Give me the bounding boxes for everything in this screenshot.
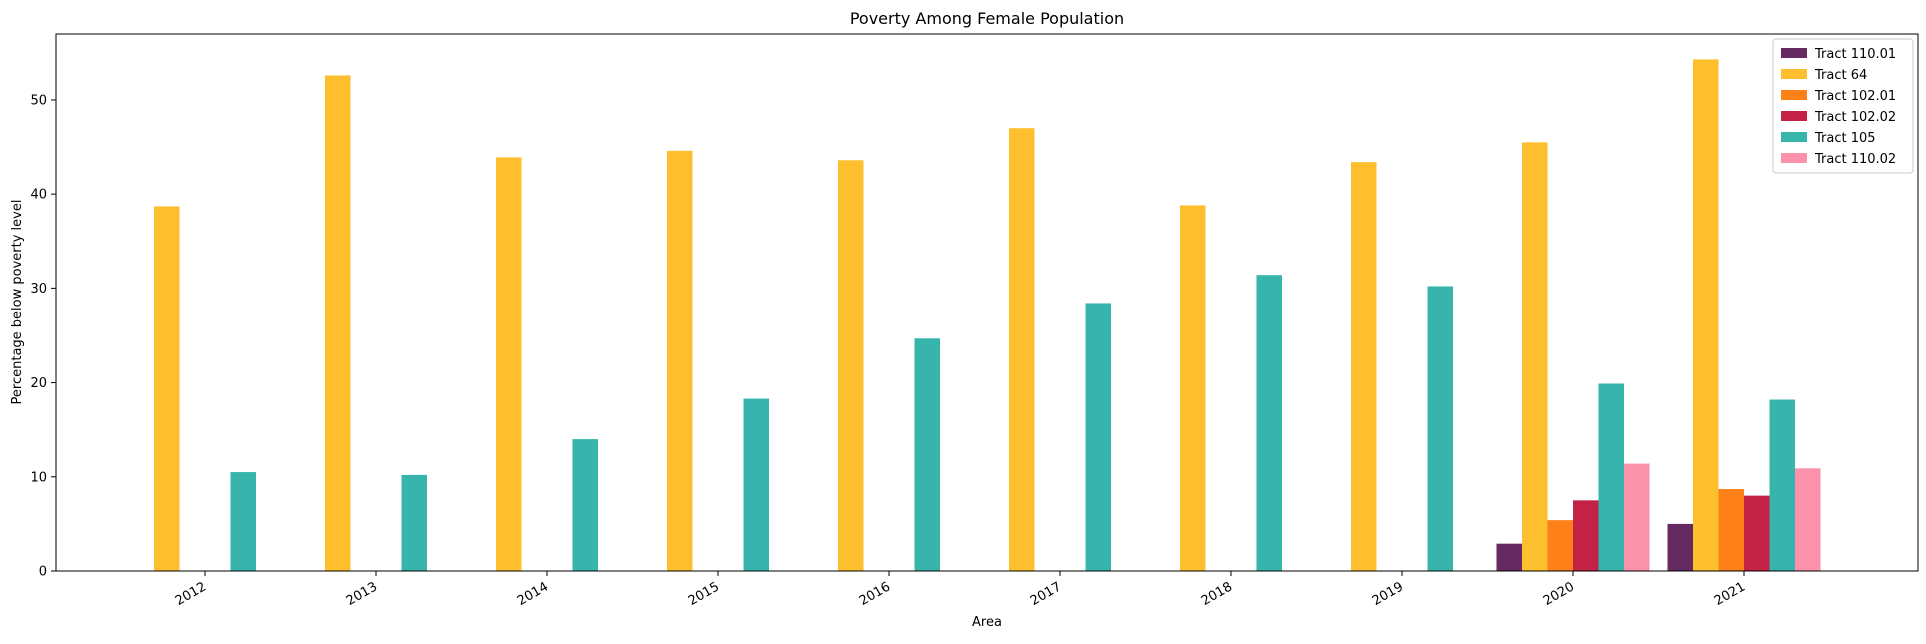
bar-tract-64-2015	[667, 150, 693, 571]
legend-swatch	[1781, 111, 1807, 121]
bar-tract-105-2012	[230, 472, 256, 571]
legend-box	[1772, 38, 1914, 174]
bar-tract-110-01-2020	[1496, 543, 1522, 571]
legend: Tract 110.01 Tract 64 Tract 102.01 Tract 10…	[1772, 38, 1914, 174]
x-tick-label: 2013	[344, 579, 380, 609]
bar-tract-105-2016	[914, 338, 940, 571]
chart-title: Poverty Among Female Population	[850, 9, 1124, 28]
legend-label: Tract 110.02	[1814, 152, 1896, 167]
bar-tract-64-2021	[1693, 59, 1719, 571]
legend-label: Tract 102.01	[1814, 89, 1896, 104]
bar-tract-102-02-2020	[1573, 500, 1599, 571]
bar-tract-110-02-2020	[1624, 463, 1650, 571]
bar-tract-64-2012	[154, 206, 180, 571]
bar-tract-64-2017	[1009, 128, 1035, 571]
bar-tract-64-2016	[838, 160, 864, 572]
x-tick-label: 2012	[173, 579, 209, 609]
y-tick-label: 10	[30, 470, 47, 485]
bar-tract-105-2015	[743, 398, 769, 571]
x-tick-label: 2017	[1028, 579, 1064, 609]
bar-tract-64-2018	[1180, 205, 1206, 571]
legend-swatch	[1781, 132, 1807, 142]
x-tick-label: 2021	[1712, 579, 1748, 609]
bar-tract-105-2017	[1085, 303, 1111, 571]
x-tick-label: 2018	[1199, 579, 1235, 609]
bar-tract-105-2018	[1256, 275, 1282, 571]
bar-tract-64-2013	[325, 75, 351, 571]
y-axis-label: Percentage below poverty level	[10, 200, 25, 405]
bar-tract-102-01-2020	[1547, 520, 1573, 571]
x-tick-label: 2014	[515, 579, 551, 609]
bar-tract-105-2020	[1598, 383, 1624, 571]
bar-tract-105-2021	[1769, 399, 1795, 571]
bar-tract-110-02-2021	[1795, 468, 1821, 571]
plot-frame	[55, 33, 1919, 572]
y-tick-label: 20	[30, 376, 47, 391]
bar-tract-105-2014	[572, 439, 598, 571]
legend-label: Tract 110.01	[1814, 47, 1896, 62]
x-tick-label: 2016	[857, 579, 893, 609]
bar-tract-105-2013	[401, 474, 427, 571]
x-tick-label: 2020	[1541, 579, 1577, 609]
x-tick-label: 2015	[686, 579, 722, 609]
legend-label: Tract 102.02	[1814, 110, 1896, 125]
bar-tract-64-2019	[1351, 162, 1377, 571]
x-tick-label: 2019	[1370, 579, 1406, 609]
bar-tract-64-2020	[1522, 142, 1548, 571]
bar-tract-110-01-2021	[1667, 523, 1693, 571]
legend-label: Tract 105	[1814, 131, 1876, 146]
legend-swatch	[1781, 69, 1807, 79]
bar-tract-64-2014	[496, 157, 522, 572]
legend-label: Tract 64	[1814, 68, 1867, 83]
y-tick-label: 40	[30, 188, 47, 203]
x-axis-label: Area	[972, 615, 1002, 630]
x-axis: 2012 2013 2014 2015 2016 2017 2018 2019 2020 2021	[173, 571, 1748, 609]
bars-layer	[154, 59, 1821, 572]
legend-swatch	[1781, 153, 1807, 163]
legend-swatch	[1781, 90, 1807, 100]
bar-tract-102-01-2021	[1718, 489, 1744, 571]
legend-swatch	[1781, 48, 1807, 58]
y-tick-label: 0	[39, 565, 47, 580]
bar-tract-102-02-2021	[1744, 495, 1770, 571]
y-tick-label: 50	[30, 93, 47, 108]
bar-tract-105-2019	[1427, 286, 1453, 571]
y-tick-label: 30	[30, 282, 47, 297]
y-axis: 0 10 20 30 40 50	[30, 93, 56, 580]
